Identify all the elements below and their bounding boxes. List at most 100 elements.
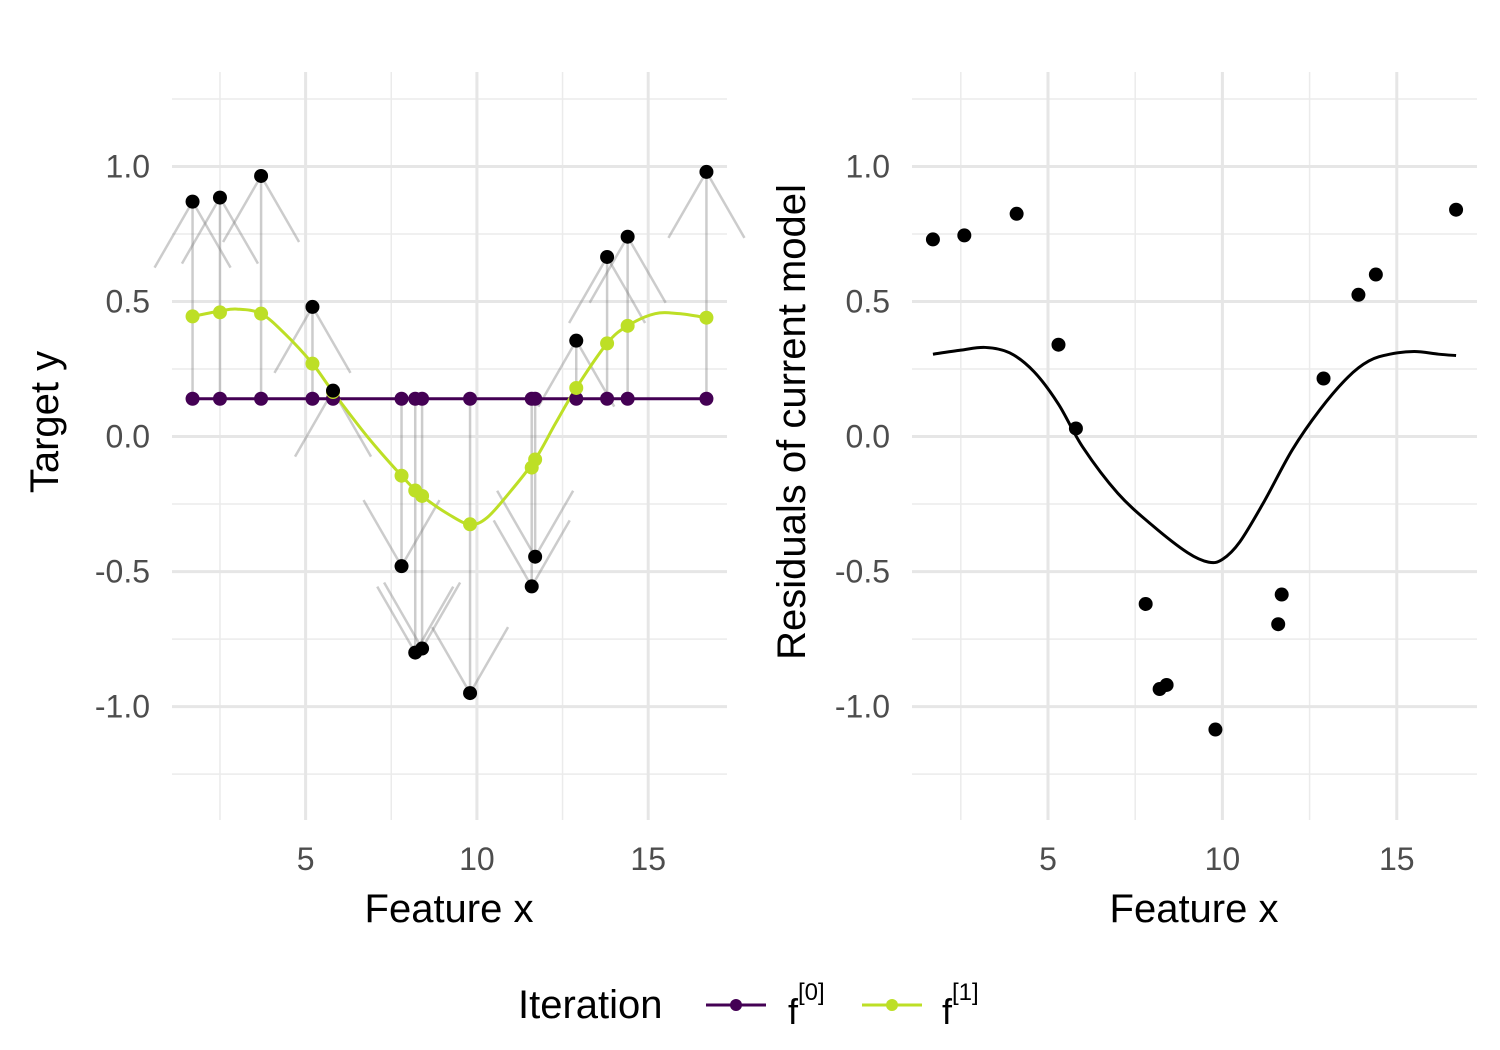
f1-point-8 [463, 517, 478, 532]
residual-arrow-1 [180, 196, 260, 399]
residual-point-3 [1051, 337, 1066, 352]
residual-point-2 [1009, 206, 1024, 221]
left-x-tick-labels: 5 10 15 [297, 841, 666, 877]
residual-arrow-head-left-11 [537, 340, 578, 408]
residual-arrow-head-right-12 [606, 256, 647, 324]
f1-point-1 [212, 305, 227, 320]
residual-fit-curve [932, 345, 1457, 565]
right-y-tick-label-3: 0.5 [846, 284, 890, 320]
right-y-tick-label-1: -0.5 [835, 554, 890, 590]
left-x-axis-label: Feature x [365, 887, 534, 931]
left-residual-arrows [153, 171, 746, 694]
left-y-tick-labels: -1.0 -0.5 0.0 0.5 1.0 [95, 149, 150, 725]
f1-point-11 [569, 380, 584, 395]
residual-point-4 [1068, 421, 1083, 436]
residual-arrow-head-right-2 [259, 175, 301, 243]
residual-point-9 [1271, 617, 1286, 632]
observed-point-5 [394, 559, 409, 574]
residual-arrow-head-right-8 [468, 626, 510, 694]
legend-label-f1-base: f [942, 991, 953, 1032]
residual-arrow-head-left-5 [362, 499, 403, 567]
residual-point-8 [1208, 722, 1223, 737]
left-points [185, 164, 714, 701]
legend-label-f0: f[0] [788, 979, 825, 1032]
residual-arrow-head-left-6 [376, 585, 417, 654]
right-points [925, 202, 1464, 737]
left-gridlines [172, 72, 727, 820]
f0-point-1 [212, 391, 227, 406]
right-y-tick-label-4: 1.0 [846, 149, 890, 185]
residual-arrow-2 [221, 175, 301, 399]
residual-arrow-head-right-10 [534, 490, 575, 558]
observed-point-7 [415, 641, 430, 656]
residual-point-14 [1449, 202, 1464, 217]
right-gridlines [912, 72, 1477, 820]
f0-point-3 [305, 391, 320, 406]
residual-arrow-head-left-3 [273, 306, 314, 374]
residual-arrow-head-left-2 [221, 175, 263, 243]
residual-arrow-head-right-5 [400, 499, 441, 567]
f1-point-7 [415, 488, 430, 503]
f0-point-5 [394, 391, 409, 406]
residual-point-13 [1368, 267, 1383, 282]
f0-point-14 [699, 391, 714, 406]
observed-point-12 [600, 249, 615, 264]
residual-arrow-13 [588, 236, 667, 399]
observed-point-9 [524, 579, 539, 594]
residual-arrow-head-left-8 [430, 626, 472, 694]
legend-label-f0-base: f [788, 991, 799, 1032]
residual-arrow-14 [667, 171, 746, 399]
residual-arrow-head-left-9 [492, 519, 533, 588]
legend-item-f0: f[0] [706, 979, 825, 1032]
residual-arrow-head-right-14 [705, 171, 746, 239]
right-fitted-curve [932, 345, 1457, 565]
residual-arrow-head-right-1 [218, 196, 260, 265]
f1-point-13 [620, 318, 635, 333]
left-y-tick-label-4: 1.0 [106, 149, 150, 185]
right-y-tick-labels: -1.0 -0.5 0.0 0.5 1.0 [835, 149, 890, 725]
residual-arrow-12 [568, 256, 647, 399]
right-x-axis-label: Feature x [1110, 887, 1279, 931]
right-x-tick-label-1: 10 [1205, 841, 1241, 877]
f0-point-11 [569, 391, 584, 406]
residual-arrow-head-left-12 [568, 256, 609, 324]
residual-point-11 [1316, 371, 1331, 386]
residual-arrow-head-right-0 [191, 200, 232, 269]
observed-point-13 [620, 229, 635, 244]
f0-point-8 [463, 391, 478, 406]
f0-point-2 [254, 391, 269, 406]
residual-point-10 [1274, 587, 1289, 602]
legend-key-point-f0 [730, 999, 742, 1011]
residual-arrow-8 [430, 398, 510, 694]
left-y-tick-label-3: 0.5 [106, 284, 150, 320]
residual-arrow-3 [273, 306, 352, 399]
right-x-tick-label-2: 15 [1379, 841, 1415, 877]
f0-point-0 [185, 391, 200, 406]
observed-point-4 [326, 383, 341, 398]
f1-point-5 [394, 468, 409, 483]
legend-label-f1: f[1] [942, 979, 979, 1032]
residual-arrow-head-right-13 [626, 236, 667, 304]
legend: Iteration f[0] f[1] [518, 979, 979, 1032]
observed-point-8 [463, 686, 478, 701]
left-x-tick-label-1: 10 [459, 841, 495, 877]
f0-point-13 [620, 391, 635, 406]
f0-point-7 [415, 391, 430, 406]
right-x-tick-labels: 5 10 15 [1039, 841, 1414, 877]
residual-arrow-head-left-7 [383, 581, 424, 650]
residual-arrow-head-left-1 [180, 196, 222, 265]
residual-arrow-head-right-9 [530, 519, 571, 588]
residual-point-12 [1351, 287, 1366, 302]
left-x-tick-label-2: 15 [630, 841, 666, 877]
right-x-tick-label-0: 5 [1039, 841, 1057, 877]
right-y-tick-label-0: -1.0 [835, 689, 890, 725]
residual-arrow-head-left-14 [667, 171, 708, 239]
legend-title: Iteration [518, 983, 663, 1027]
residual-point-5 [1138, 596, 1153, 611]
left-y-tick-label-0: -1.0 [95, 689, 150, 725]
residual-arrow-head-right-7 [421, 581, 462, 650]
left-y-tick-label-1: -0.5 [95, 554, 150, 590]
left-y-axis-label: Target y [23, 351, 67, 493]
f1-point-0 [185, 309, 200, 324]
